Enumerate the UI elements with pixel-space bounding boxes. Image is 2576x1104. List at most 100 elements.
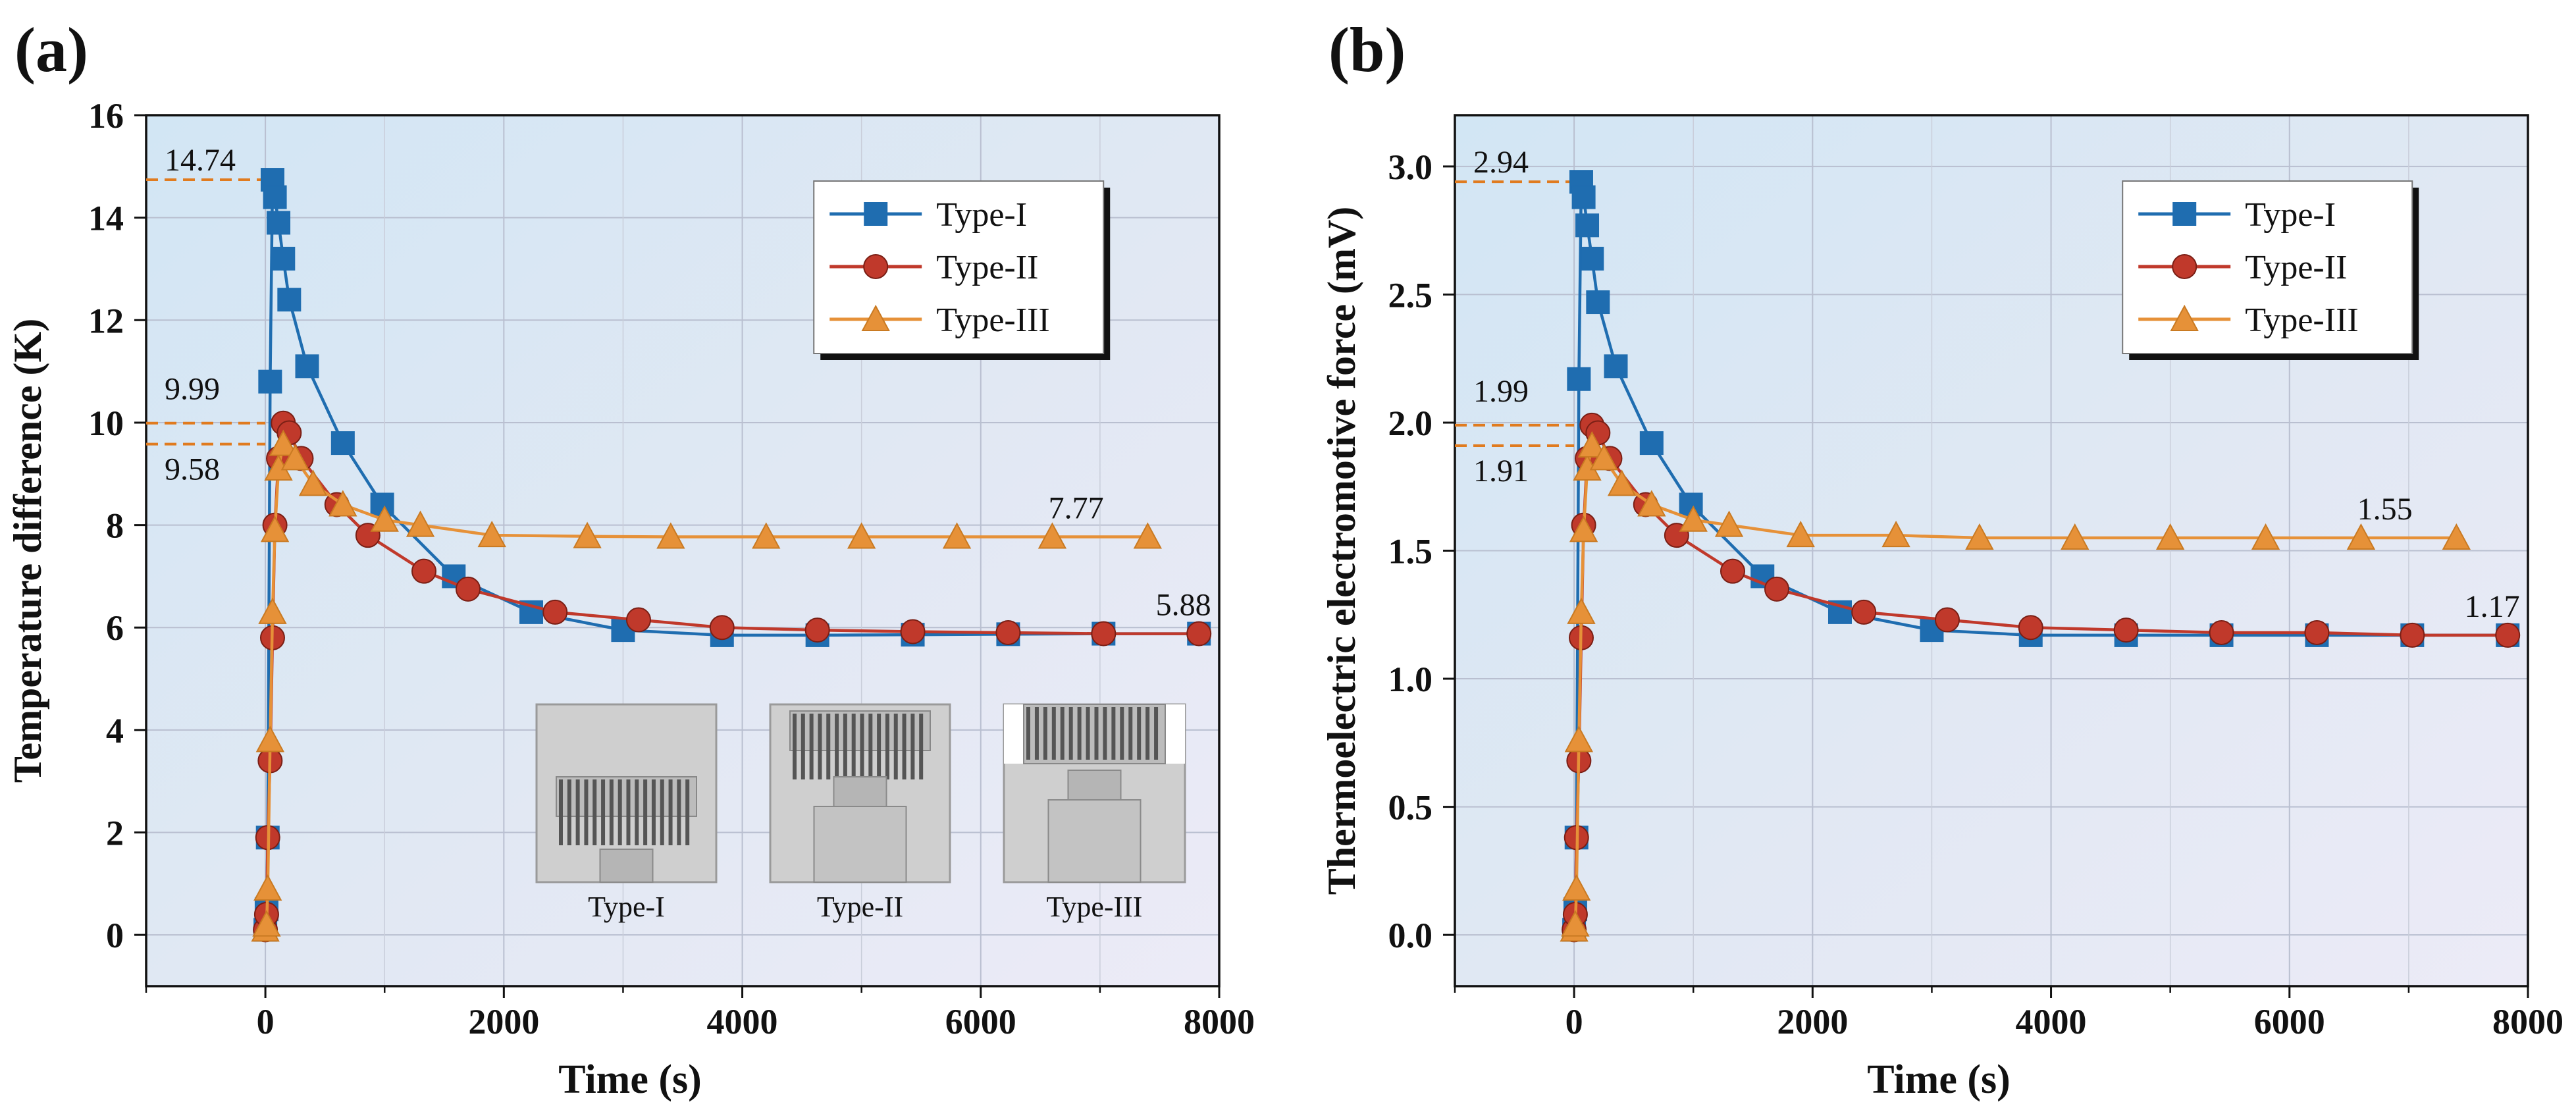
inset-fin	[1145, 707, 1150, 760]
inset-fin	[1026, 707, 1030, 760]
legend-marker	[863, 254, 889, 279]
data-point	[1577, 431, 1606, 458]
data-point	[942, 522, 972, 549]
inset-fin	[609, 779, 614, 845]
value-annotation: 9.99	[165, 372, 220, 407]
inset-fin	[592, 779, 597, 845]
data-point	[1637, 490, 1666, 517]
value-annotation: 14.74	[165, 143, 236, 178]
x-tick-label: 8000	[1184, 1002, 1255, 1041]
panel-label: (b)	[1328, 14, 1406, 85]
data-point	[1764, 576, 1789, 602]
data-point	[370, 505, 399, 532]
y-tick-label: 14	[88, 199, 124, 238]
x-tick-label: 0	[257, 1002, 275, 1041]
inset-fin	[1154, 707, 1159, 760]
data-point	[1965, 523, 1994, 550]
inset-fin	[668, 779, 673, 845]
legend-marker	[861, 304, 890, 331]
data-point	[2400, 622, 2425, 648]
data-point	[995, 620, 1021, 646]
legend-label: Type-I	[936, 196, 1027, 234]
data-point	[253, 874, 282, 901]
data-point	[573, 521, 602, 548]
data-point	[1720, 558, 1745, 584]
legend-marker	[2170, 304, 2199, 331]
x-tick-label: 6000	[945, 1002, 1016, 1041]
data-point	[255, 725, 285, 752]
y-tick-label: 0	[106, 916, 124, 955]
data-point	[269, 429, 298, 456]
legend-label: Type-III	[936, 302, 1049, 339]
inset-fin	[559, 779, 563, 845]
inset-geometry: Type-I Type-II Type-III	[535, 703, 1186, 923]
data-point	[542, 599, 568, 625]
value-annotation: 9.58	[165, 452, 220, 487]
value-annotation: 2.94	[1473, 145, 1529, 180]
data-point	[477, 521, 506, 548]
data-point	[2304, 620, 2330, 646]
inset-fin	[910, 714, 915, 779]
inset-fin	[635, 779, 639, 845]
value-annotation: 1.17	[2465, 589, 2520, 624]
data-point	[1786, 521, 1815, 548]
data-point	[2209, 620, 2234, 646]
data-point	[1561, 910, 1590, 937]
y-axis-label: Thermoelectric electromotive force (mV)	[1320, 207, 1363, 895]
data-point	[2155, 523, 2185, 550]
inset-block	[813, 806, 907, 883]
legend-marker	[2172, 202, 2197, 226]
data-point	[406, 510, 435, 537]
inset-fin	[1051, 707, 1056, 760]
data-point	[1580, 246, 1604, 271]
data-point	[752, 522, 781, 549]
value-annotation: 1.55	[2357, 492, 2413, 527]
legend-marker	[864, 202, 888, 226]
inset-fin	[1043, 707, 1047, 760]
panel-a: 0 2000 4000 6000 8000 0 2 4 6 8 10 12 14 16 Time (s) Te…	[6, 14, 1255, 1102]
inset-fin	[567, 779, 571, 845]
y-tick-label: 1.5	[1388, 532, 1433, 571]
x-tick-label: 0	[1565, 1002, 1583, 1041]
inset-fin	[1103, 707, 1107, 760]
inset-fin	[626, 779, 631, 845]
y-tick-label: 6	[106, 608, 124, 648]
inset-fin	[685, 779, 690, 845]
data-point	[456, 576, 481, 602]
data-point	[900, 619, 926, 644]
inset-fin	[809, 714, 814, 779]
data-point	[1714, 510, 1744, 537]
inset-fin	[1086, 707, 1090, 760]
data-point	[298, 469, 328, 496]
y-tick-label: 10	[88, 404, 124, 443]
inset-fin	[885, 714, 889, 779]
data-point	[709, 615, 735, 641]
data-point	[1604, 354, 1628, 379]
inset-fin	[584, 779, 589, 845]
inset-fin	[660, 779, 664, 845]
y-tick-label: 2	[106, 814, 124, 853]
data-point	[1133, 522, 1163, 549]
inset-label: Type-II	[817, 891, 903, 923]
x-tick-label: 4000	[2016, 1002, 2087, 1041]
data-point	[1607, 469, 1637, 496]
inset-fin	[618, 779, 622, 845]
panel-b: 0 2000 4000 6000 8000 0.0 0.5 1.0 1.5 2.0 2.5 3.0 Ti…	[1320, 14, 2563, 1102]
data-point	[280, 444, 310, 471]
x-tick-label: 2000	[1777, 1002, 1848, 1041]
inset-label: Type-III	[1047, 891, 1143, 923]
y-tick-label: 2.0	[1388, 404, 1433, 443]
data-point	[1934, 607, 1960, 633]
inset-block	[1047, 799, 1142, 883]
data-point	[2061, 523, 2090, 550]
x-tick-label: 4000	[707, 1002, 778, 1041]
data-point	[1567, 367, 1591, 391]
inset-model-1	[535, 703, 718, 883]
data-point	[1186, 621, 1212, 646]
series-type-iii	[1560, 431, 2471, 942]
plot-frame	[145, 114, 1221, 987]
inset-fin	[677, 779, 681, 845]
value-annotation: 1.91	[1473, 454, 1529, 488]
data-point	[267, 211, 291, 235]
